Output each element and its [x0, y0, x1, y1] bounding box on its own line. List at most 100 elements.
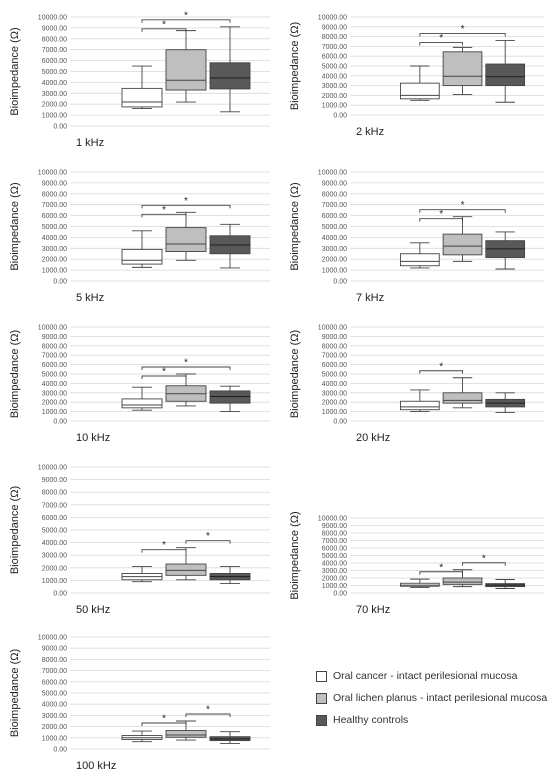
y-tick-label: 4000.00 [42, 540, 67, 547]
y-tick-label: 4000.00 [322, 381, 347, 388]
y-tick-label: 0.00 [53, 591, 67, 598]
box-healthy-controls [209, 62, 251, 90]
y-tick-label: 8000.00 [322, 343, 347, 350]
y-tick-label: 2000.00 [322, 400, 347, 407]
box-oral-lichen-planus-intact-perilesional-mucosa [442, 392, 483, 404]
y-tick-label: 7000.00 [42, 668, 67, 675]
y-tick-label: 9000.00 [42, 646, 67, 653]
significance-bracket [141, 19, 231, 23]
y-tick-label: 9000.00 [322, 180, 347, 187]
y-tick-label: 5000.00 [42, 69, 67, 76]
significance-bracket [185, 540, 231, 544]
box-oral-cancer-intact-perilesional-mucosa [121, 87, 163, 108]
y-tick-label: 6000.00 [42, 58, 67, 65]
y-tick-label: 10000.00 [38, 465, 67, 472]
y-tick-label: 0.00 [333, 113, 347, 120]
legend-item-healthy-controls: Healthy controls [316, 709, 548, 731]
box-oral-lichen-planus-intact-perilesional-mucosa [165, 49, 207, 91]
y-axis-title: Bioimpedance (Ω) [9, 330, 21, 418]
y-tick-label: 6000.00 [322, 54, 347, 61]
y-axis-title: Bioimpedance (Ω) [289, 22, 301, 110]
y-tick-label: 5000.00 [42, 528, 67, 535]
significance-bracket [419, 571, 463, 575]
legend-swatch-oral-lichen-planus [316, 692, 327, 704]
significance-star: * [162, 205, 166, 216]
panel-7-khz: 0.00 1000.00 2000.00 3000.00 4000.00 5000.00 6… [289, 170, 544, 304]
significance-bracket [141, 549, 187, 553]
y-tick-label: 10000.00 [318, 516, 347, 523]
y-tick-label: 3000.00 [322, 390, 347, 397]
y-tick-label: 2000.00 [42, 102, 67, 109]
y-tick-label: 1000.00 [42, 113, 67, 120]
panel-100-khz: 0.00 1000.00 2000.00 3000.00 4000.00 5000.00 6… [9, 635, 270, 772]
significance-bracket [419, 42, 463, 46]
y-tick-label: 7000.00 [322, 538, 347, 545]
significance-star: * [439, 562, 443, 573]
y-tick-label: 7000.00 [322, 353, 347, 360]
significance-bracket [141, 204, 231, 209]
box-oral-lichen-planus-intact-perilesional-mucosa [442, 51, 483, 87]
y-tick-label: 0.00 [53, 419, 67, 426]
legend-label-oral-lichen-planus: Oral lichen planus - intact perilesional… [333, 692, 548, 704]
significance-star: * [461, 24, 465, 35]
significance-star: * [184, 10, 188, 21]
y-tick-label: 0.00 [333, 419, 347, 426]
y-tick-label: 2000.00 [322, 93, 347, 100]
y-tick-label: 10000.00 [38, 15, 67, 22]
significance-star: * [439, 33, 443, 44]
y-tick-label: 7000.00 [42, 202, 67, 209]
y-tick-label: 1000.00 [322, 409, 347, 416]
y-tick-label: 9000.00 [42, 180, 67, 187]
y-tick-label: 9000.00 [322, 24, 347, 31]
y-tick-label: 9000.00 [322, 523, 347, 530]
y-tick-label: 0.00 [53, 124, 67, 131]
y-tick-label: 4000.00 [322, 235, 347, 242]
y-tick-label: 3000.00 [42, 713, 67, 720]
significance-bracket [185, 713, 231, 717]
panel-10-khz: 0.00 1000.00 2000.00 3000.00 4000.00 5000.00 6… [9, 325, 270, 444]
y-tick-label: 8000.00 [42, 490, 67, 497]
significance-bracket [419, 218, 463, 222]
significance-star: * [206, 531, 210, 542]
frequency-label-50-khz: 50 kHz [76, 604, 110, 616]
significance-star: * [162, 714, 166, 725]
y-tick-label: 5000.00 [322, 64, 347, 71]
significance-bracket [141, 375, 187, 379]
significance-bracket [141, 28, 187, 32]
significance-star: * [439, 209, 443, 220]
y-tick-label: 10000.00 [38, 170, 67, 177]
significance-star: * [162, 19, 166, 30]
y-tick-label: 4000.00 [42, 702, 67, 709]
y-tick-label: 10000.00 [318, 170, 347, 177]
box-oral-lichen-planus-intact-perilesional-mucosa [165, 730, 207, 738]
y-tick-label: 10000.00 [38, 325, 67, 332]
y-tick-label: 0.00 [333, 591, 347, 598]
y-tick-label: 5000.00 [322, 224, 347, 231]
panel-50-khz: 0.00 1000.00 2000.00 3000.00 4000.00 5000.00 6… [9, 465, 270, 616]
frequency-label-1-khz: 1 kHz [76, 137, 104, 149]
box-oral-cancer-intact-perilesional-mucosa [121, 398, 163, 409]
y-tick-label: 1000.00 [322, 268, 347, 275]
y-tick-label: 6000.00 [42, 515, 67, 522]
box-oral-lichen-planus-intact-perilesional-mucosa [442, 233, 483, 256]
y-tick-label: 2000.00 [42, 257, 67, 264]
y-tick-label: 6000.00 [42, 679, 67, 686]
y-tick-label: 1000.00 [42, 578, 67, 585]
y-tick-label: 5000.00 [42, 224, 67, 231]
y-tick-label: 2000.00 [42, 724, 67, 731]
panel-70-khz: 0.001000.002000.003000.004000.005000.006… [289, 511, 544, 616]
box-oral-cancer-intact-perilesional-mucosa [399, 400, 440, 411]
y-tick-label: 2000.00 [42, 565, 67, 572]
panel-1-khz: 0.00 1000.00 2000.00 3000.00 4000.00 5000.00 6… [9, 10, 270, 149]
y-tick-label: 1000.00 [42, 735, 67, 742]
panel-2-khz: 0.00 1000.00 2000.00 3000.00 4000.00 5000.00 6… [289, 15, 544, 138]
box-oral-cancer-intact-perilesional-mucosa [399, 253, 440, 267]
y-tick-label: 7000.00 [42, 502, 67, 509]
y-axis-title: Bioimpedance (Ω) [289, 330, 301, 418]
y-tick-label: 0.00 [53, 747, 67, 754]
legend-label-healthy-controls: Healthy controls [333, 714, 409, 726]
frequency-label-10-khz: 10 kHz [76, 432, 110, 444]
y-tick-label: 4000.00 [322, 561, 347, 568]
frequency-label-70-khz: 70 kHz [356, 604, 390, 616]
